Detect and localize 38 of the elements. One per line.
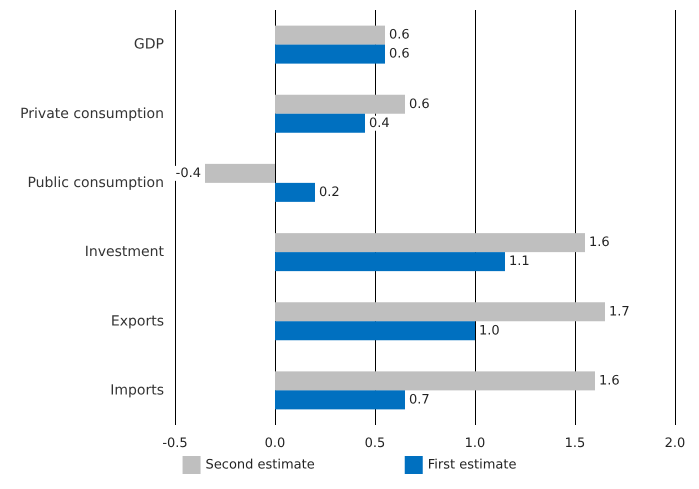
- x-tick-label: 0.0: [264, 436, 286, 451]
- data-label: 0.6: [389, 46, 410, 62]
- x-tick-label: -0.5: [162, 436, 188, 451]
- bar: [205, 164, 275, 183]
- data-label: 0.6: [389, 28, 410, 43]
- x-tick-label: 1.0: [464, 436, 486, 451]
- y-tick-label: Exports: [110, 313, 164, 330]
- x-tick-label: 0.5: [364, 436, 386, 451]
- bar: [275, 302, 605, 322]
- y-tick-label: Private consumption: [20, 106, 164, 122]
- y-tick-label: Investment: [84, 244, 165, 260]
- bar: [275, 371, 595, 390]
- y-tick-label: Public consumption: [27, 174, 164, 191]
- data-label: 0.7: [409, 392, 430, 408]
- bar: [275, 390, 405, 410]
- x-tick-label: 1.5: [564, 436, 586, 451]
- data-label: 1.7: [609, 304, 630, 320]
- data-label: 1.6: [589, 235, 610, 250]
- bar: [275, 252, 505, 272]
- legend-label: First estimate: [428, 458, 516, 472]
- bar: [275, 26, 385, 45]
- x-tick-label: 2.0: [664, 436, 686, 451]
- data-label: 1.0: [479, 323, 500, 338]
- bar: [275, 233, 585, 252]
- bar: [275, 44, 385, 64]
- y-tick-label: GDP: [134, 36, 164, 53]
- bar: [275, 94, 405, 114]
- bar: [275, 182, 315, 202]
- legend-label: Second estimate: [206, 458, 315, 472]
- bar: [275, 114, 365, 133]
- bar: [275, 321, 475, 340]
- y-tick-label: Imports: [110, 382, 164, 398]
- data-label: 0.6: [409, 96, 430, 112]
- data-label: -0.4: [176, 166, 201, 181]
- data-label: 1.6: [599, 373, 620, 388]
- data-label: 1.1: [509, 254, 530, 270]
- data-label: 0.2: [319, 184, 340, 200]
- data-label: 0.4: [369, 116, 390, 131]
